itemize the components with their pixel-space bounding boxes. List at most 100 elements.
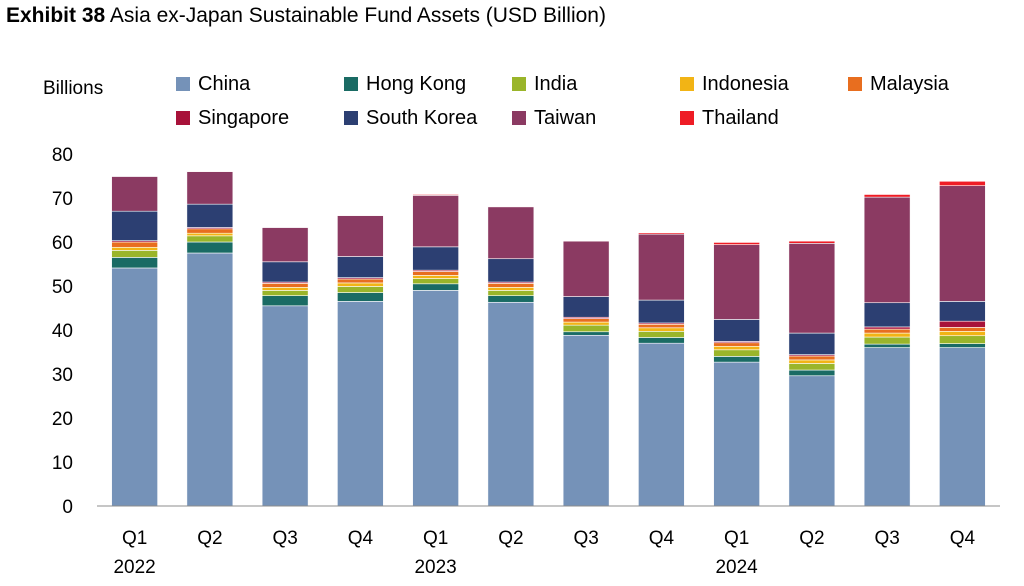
bar-segment-china (939, 347, 986, 507)
x-year-label: 2022 (113, 557, 155, 578)
x-tick-label: Q3 (874, 528, 899, 549)
bar-segment-china (562, 334, 610, 507)
bar-segment-hong-kong (337, 292, 384, 302)
bar-stack (939, 180, 986, 507)
bar-segment-taiwan (562, 240, 610, 297)
y-axis: 0 10 20 30 40 50 60 70 80 (52, 145, 73, 518)
bar-segment-india (939, 335, 986, 344)
x-tick-label: Q4 (950, 528, 976, 549)
bar-segment-south-korea (788, 332, 836, 355)
y-axis-label: Billions (43, 78, 103, 99)
bar-segment-indonesia (487, 287, 535, 291)
y-tick-label: 60 (52, 233, 73, 254)
x-tick-label: Q1 (122, 528, 147, 549)
bar-stack (412, 194, 459, 507)
legend-swatch (848, 77, 862, 91)
legend-item-china: China (176, 73, 251, 95)
bar-segment-indonesia (713, 345, 760, 351)
y-tick-label: 10 (52, 453, 73, 474)
bar-segment-india (111, 250, 158, 258)
legend-label: Thailand (702, 107, 779, 129)
bar-segment-china (487, 301, 535, 507)
bar-segment-malaysia (562, 318, 610, 323)
bar-stack (863, 194, 911, 507)
bar-segment-indonesia (863, 332, 911, 338)
bar-segment-india (638, 331, 685, 338)
bar-segment-malaysia (412, 271, 459, 276)
chart-title-text: Asia ex-Japan Sustainable Fund Assets (U… (109, 4, 606, 27)
bar-segment-south-korea (562, 296, 610, 318)
legend-item-india: India (512, 73, 578, 95)
bar-segment-hong-kong (638, 337, 685, 344)
bar-segment-malaysia (638, 323, 685, 329)
bar-segment-thailand (412, 194, 459, 196)
x-tick-label: Q1 (423, 528, 448, 549)
bar-segment-india (487, 290, 535, 296)
bar-segment-china (111, 267, 158, 507)
bar-segment-malaysia (261, 283, 309, 288)
legend-item-hong-kong: Hong Kong (344, 73, 466, 95)
bar-stack (186, 170, 234, 507)
bar-segment-taiwan (788, 243, 836, 334)
bar-segment-taiwan (412, 195, 459, 248)
bar-segment-indonesia (562, 321, 610, 326)
bar-segment-hong-kong (111, 257, 158, 269)
bar-segment-hong-kong (412, 283, 459, 291)
y-tick-label: 40 (52, 321, 73, 342)
bar-stack (487, 206, 535, 507)
bar-segment-india (788, 363, 836, 371)
bar-segment-china (713, 361, 760, 507)
legend-swatch (680, 111, 694, 125)
bar-stack (713, 242, 760, 507)
bar-segment-malaysia (713, 342, 760, 347)
y-tick-label: 70 (52, 189, 73, 210)
bar-segment-thailand (939, 180, 986, 186)
x-tick-label: Q3 (272, 528, 297, 549)
bar-segment-singapore (939, 320, 986, 328)
bar-stack (788, 240, 836, 507)
bar-segment-indonesia (111, 246, 158, 251)
bar-segment-south-korea (939, 301, 986, 322)
bar-segment-south-korea (863, 302, 911, 328)
bar-segment-indonesia (186, 232, 234, 237)
legend-label: Malaysia (870, 73, 950, 95)
x-year-label: 2023 (414, 557, 456, 578)
legend-item-malaysia: Malaysia (848, 73, 950, 95)
bar-segment-hong-kong (713, 356, 760, 363)
legend-swatch (344, 111, 358, 125)
x-tick-label: Q2 (197, 528, 222, 549)
bar-stack (337, 214, 384, 507)
bar-segment-india (863, 336, 911, 345)
legend-label: South Korea (366, 107, 478, 129)
bar-segment-hong-kong (487, 295, 535, 303)
legend-item-taiwan: Taiwan (512, 107, 596, 129)
bar-segment-china (186, 252, 234, 507)
bar-segment-malaysia (111, 241, 158, 248)
bar-segment-china (261, 305, 309, 507)
bar-segment-taiwan (337, 215, 384, 257)
legend-swatch (680, 77, 694, 91)
legend-item-singapore: Singapore (176, 107, 289, 129)
bar-segment-india (337, 286, 384, 293)
bar-segment-thailand (788, 240, 836, 244)
bar-segment-hong-kong (562, 331, 610, 336)
x-tick-label: Q4 (649, 528, 675, 549)
bar-segment-indonesia (638, 327, 685, 332)
bar-segment-south-korea (638, 299, 685, 324)
bar-segment-indonesia (788, 359, 836, 364)
legend-swatch (512, 111, 526, 125)
bar-segment-indonesia (261, 287, 309, 291)
bar-segment-taiwan (713, 244, 760, 320)
bar-segment-hong-kong (863, 343, 911, 348)
legend-swatch (512, 77, 526, 91)
bar-segment-south-korea (337, 256, 384, 278)
x-axis: Q1 Q2 Q3 Q4 Q1 Q2 Q3 Q4 Q1 Q2 Q3 Q4 2022 2023 2024 (97, 505, 1000, 578)
bar-segment-india (261, 290, 309, 296)
x-year-label: 2024 (715, 557, 758, 578)
bar-segment-taiwan (186, 171, 234, 205)
bar-segment-thailand (863, 194, 911, 198)
x-tick-label: Q1 (724, 528, 749, 549)
bars (111, 170, 986, 507)
bar-segment-indonesia (412, 275, 459, 279)
legend-label: Taiwan (534, 107, 596, 129)
